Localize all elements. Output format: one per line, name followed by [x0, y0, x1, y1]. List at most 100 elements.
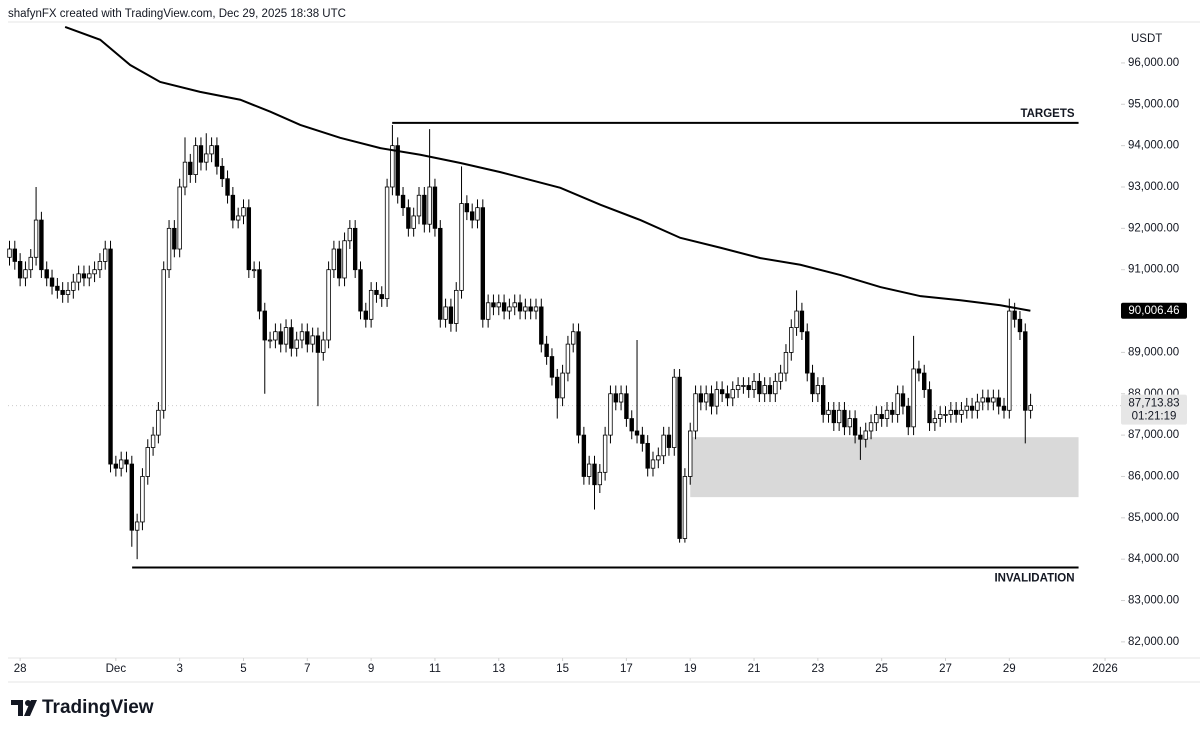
candle-body [831, 409, 837, 424]
candle-body [411, 215, 416, 229]
candle-body [805, 331, 810, 374]
y-tick-label: 96,000.00 [1128, 57, 1179, 69]
candle-body [331, 248, 337, 271]
candle-body [618, 393, 624, 403]
candle-body [406, 207, 411, 229]
candles [7, 124, 1033, 560]
candle-body [719, 389, 725, 395]
candle-body [188, 161, 193, 175]
x-tick-label: 25 [875, 663, 888, 675]
y-tick-label: 83,000.00 [1128, 595, 1179, 607]
candle-body [539, 306, 544, 345]
candle-body [289, 327, 294, 349]
candle-body [469, 211, 475, 221]
x-tick-label: 29 [1003, 663, 1016, 675]
candle-body [757, 380, 762, 395]
y-tick-label: 84,000.00 [1128, 553, 1179, 565]
brand-name: TradingView [42, 697, 154, 718]
candle-body [299, 331, 305, 341]
y-tick-label: 94,000.00 [1128, 140, 1179, 152]
candle-body [895, 393, 900, 415]
candle-body [198, 145, 204, 163]
candle-body [278, 331, 283, 345]
candle-body [485, 302, 491, 320]
x-tick-label: 19 [684, 663, 697, 675]
candle-body [762, 385, 767, 395]
x-tick-label: 9 [368, 663, 374, 675]
candle-body [879, 414, 884, 419]
candle-body [209, 145, 214, 155]
candle-body [602, 434, 608, 473]
candle-body [358, 269, 363, 312]
level-label: TARGETS [1020, 108, 1074, 120]
candle-body [108, 248, 113, 465]
candle-body [427, 186, 432, 225]
candle-body [416, 194, 422, 217]
candle-body [852, 418, 858, 436]
candle-body [969, 405, 975, 411]
candle-body [725, 393, 730, 399]
candle-body [337, 248, 342, 279]
ma-price-tag [1121, 302, 1187, 319]
candle-body [283, 327, 289, 345]
candle-body [501, 302, 507, 312]
y-tick-label: 91,000.00 [1128, 264, 1179, 276]
candle-body [714, 389, 720, 407]
candle-body [975, 401, 980, 411]
y-tick-label: 95,000.00 [1128, 98, 1179, 110]
candle-body [868, 422, 874, 432]
candle-body [1001, 405, 1007, 411]
x-tick-label: 28 [14, 663, 27, 675]
candle-body [746, 385, 751, 391]
candle-body [943, 414, 948, 416]
x-tick-label: 23 [811, 663, 824, 675]
candle-body [177, 186, 182, 250]
candle-body [379, 294, 384, 300]
price-label: 87,713.83 [1128, 398, 1179, 410]
candle-body [624, 393, 629, 419]
candle-body [661, 434, 666, 457]
candle-body [863, 430, 868, 440]
x-tick-label: 27 [939, 663, 952, 675]
candle-body [1012, 310, 1017, 320]
candle-body [71, 281, 76, 291]
candle-body [92, 269, 97, 275]
x-tick-label: 13 [492, 663, 505, 675]
x-tick-label: 5 [240, 663, 246, 675]
candle-body [826, 409, 831, 415]
candle-body [273, 331, 278, 341]
candle-body [384, 186, 390, 300]
candle-body [1028, 405, 1033, 411]
candle-body [113, 463, 119, 469]
candle-body [948, 409, 954, 415]
candle-body [76, 273, 81, 283]
candle-body [544, 343, 549, 357]
candle-body [927, 389, 932, 424]
candle-body [916, 368, 922, 374]
candle-body [156, 409, 161, 436]
x-tick-label: 11 [429, 663, 441, 675]
candle-body [836, 409, 842, 424]
candle-body [390, 145, 395, 188]
candle-body [129, 463, 135, 531]
logo-glyph [24, 700, 37, 716]
candle-body [464, 203, 470, 213]
candle-body [959, 409, 964, 415]
support-zone [690, 437, 1079, 498]
candle-body [666, 434, 672, 448]
candle-body [182, 161, 188, 188]
candle-body [214, 145, 220, 167]
candle-body [730, 389, 735, 399]
candle-body [783, 352, 789, 374]
candle-body [565, 343, 571, 374]
candle-body [1017, 318, 1023, 333]
y-tick-label: 89,000.00 [1128, 346, 1179, 358]
candle-body [890, 409, 895, 415]
candle-body [81, 273, 87, 279]
x-tick-label: Dec [106, 663, 127, 675]
candle-body [645, 442, 650, 469]
candle-body [363, 310, 369, 320]
candle-body [709, 393, 714, 407]
candle-body [650, 459, 656, 469]
candle-body [922, 372, 927, 391]
